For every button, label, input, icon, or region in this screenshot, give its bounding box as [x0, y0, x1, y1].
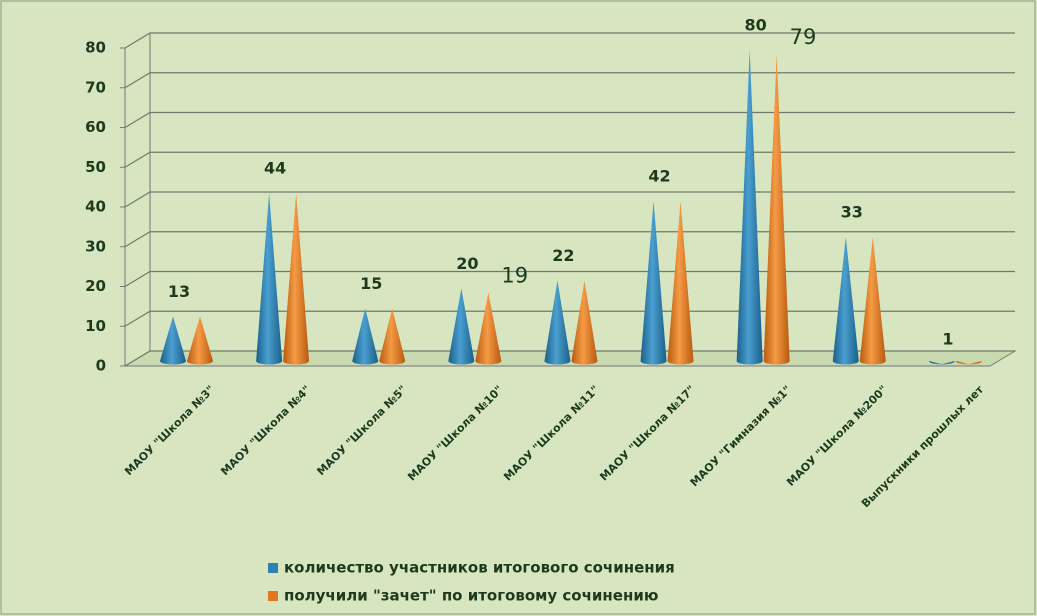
cone-body: [955, 361, 982, 365]
cone: [667, 201, 694, 365]
y-tick-label: 10: [85, 317, 106, 335]
cone: [571, 280, 598, 365]
y-tick-label: 20: [85, 277, 106, 295]
cone: [736, 50, 763, 365]
value-label: 13: [168, 282, 190, 301]
cone-body: [763, 53, 790, 365]
y-tick-label: 70: [85, 78, 106, 96]
legend-label: получили "зачет" по итоговому сочинению: [284, 587, 658, 605]
y-tick-label: 0: [96, 357, 106, 375]
cone-body: [379, 308, 406, 365]
value-label: 15: [360, 274, 382, 293]
cone: [832, 236, 859, 365]
y-tick-label: 60: [85, 118, 106, 136]
y-tick-label: 80: [85, 39, 106, 57]
cone-body: [475, 292, 502, 365]
cone: [955, 361, 982, 365]
cone-body: [256, 193, 283, 365]
cone-body: [640, 201, 667, 365]
cone: [352, 308, 379, 365]
cone-body: [352, 308, 379, 365]
cone-body: [448, 288, 475, 365]
cone-body: [283, 193, 310, 365]
cone: [283, 193, 310, 365]
value-label: 33: [841, 202, 863, 221]
legend-swatch: [268, 591, 278, 601]
value-label: 79: [790, 25, 817, 49]
cone-body: [859, 236, 886, 365]
legend-swatch: [268, 563, 278, 573]
cone: [859, 236, 886, 365]
cone-body: [160, 316, 186, 365]
legend-label: количество участников итогового сочинени…: [284, 559, 675, 577]
cone-body: [544, 280, 571, 365]
value-label: 1: [942, 330, 953, 349]
cone: [763, 53, 790, 365]
cone: [475, 292, 502, 365]
value-label: 42: [648, 167, 670, 186]
cone-body: [571, 280, 598, 365]
cone: [256, 193, 283, 365]
cone: [544, 280, 571, 365]
cone: [640, 201, 667, 365]
value-label: 20: [456, 254, 478, 273]
value-label: 22: [552, 246, 574, 265]
cone: [928, 361, 955, 365]
cone: [448, 288, 475, 365]
cone-body: [832, 236, 859, 365]
y-tick-label: 50: [85, 158, 106, 176]
cone: [379, 308, 406, 365]
y-tick-label: 30: [85, 237, 106, 255]
cone: [187, 316, 213, 365]
cone-body: [736, 50, 763, 365]
cone-body: [187, 316, 213, 365]
value-label: 80: [745, 16, 767, 35]
cone-body: [667, 201, 694, 365]
cone: [160, 316, 186, 365]
cone-body: [928, 361, 955, 365]
y-tick-label: 40: [85, 198, 106, 216]
value-label: 44: [264, 159, 286, 178]
value-label: 19: [501, 263, 528, 287]
